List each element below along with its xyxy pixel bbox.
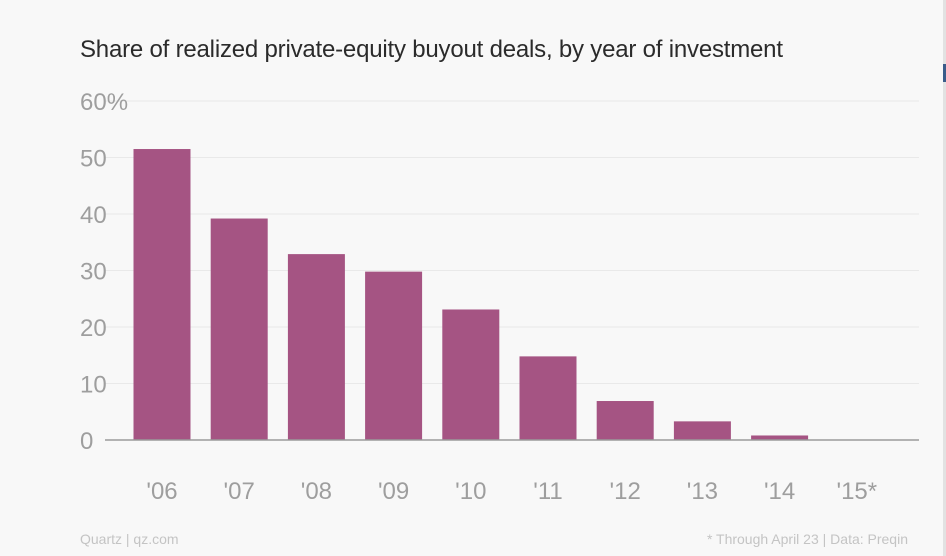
x-tick-label: '15* [836,478,877,505]
chart-title: Share of realized private-equity buyout … [80,36,783,63]
bar [751,435,809,440]
bar [365,271,423,440]
bar [287,254,345,440]
x-tick-label: '13 [687,478,718,505]
x-tick-label: '11 [533,478,563,505]
y-tick-label: 30 [80,259,107,286]
footer-source: Quartz | qz.com [80,531,179,547]
x-tick-label: '14 [764,478,795,505]
x-tick-label: '07 [224,478,255,505]
x-axis-tick-labels: '06 '07 '08 '09 '10 '11 '12 '13 '14 '15* [146,478,877,505]
bar [210,218,268,440]
bar [133,149,191,440]
edge-marker [943,64,946,82]
bar [596,401,654,440]
y-tick-label: 40 [80,202,107,229]
bar [519,356,577,440]
y-tick-label: 50 [80,146,107,173]
y-tick-label: 60% [80,89,128,116]
x-tick-label: '08 [301,478,332,505]
bar [442,309,500,440]
y-tick-label: 0 [80,428,93,455]
footer-note: * Through April 23 | Data: Preqin [706,531,908,547]
x-tick-label: '12 [610,478,641,505]
bars [133,149,809,440]
x-tick-label: '10 [455,478,486,505]
x-tick-label: '06 [146,478,177,505]
y-tick-label: 20 [80,315,107,342]
y-tick-label: 10 [80,372,107,399]
y-axis-tick-labels: 0 10 20 30 40 50 60% [80,89,128,455]
bar [673,421,731,440]
window-edge [943,0,946,556]
x-tick-label: '09 [378,478,409,505]
